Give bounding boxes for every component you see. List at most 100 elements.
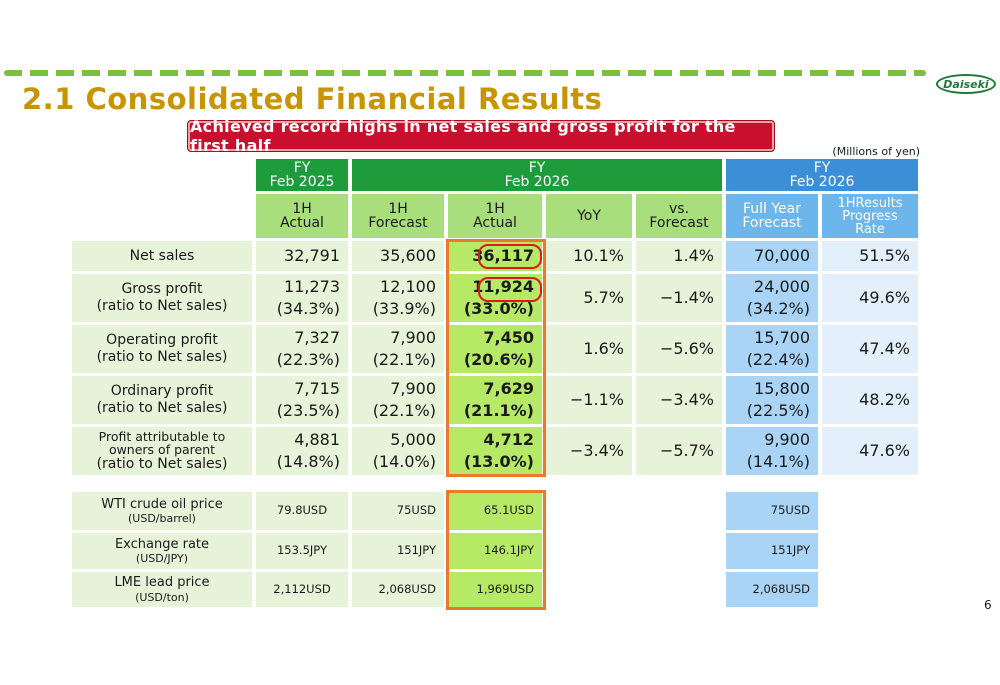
row-label-line: Operating profit xyxy=(106,332,218,349)
unit-note: (Millions of yen) xyxy=(832,145,920,158)
cell-value: 47.4% xyxy=(859,339,910,359)
cell-profit-attributable-1h-actual-2025: 4,881 (14.8%) xyxy=(256,427,348,475)
cell-gross-profit-1h-actual-2026: 11,924 (33.0%) xyxy=(448,274,542,322)
col-header-1h-forecast: 1H Forecast xyxy=(352,194,444,238)
col-header-line: 1HResults xyxy=(837,195,903,211)
cell-value: 15,700 xyxy=(754,328,810,348)
row-label-line: Ordinary profit xyxy=(110,383,214,400)
cell-ratio: (14.8%) xyxy=(276,452,340,471)
cell-value: 1,969USD xyxy=(476,581,535,596)
cell-gross-profit-1h-actual-2025: 11,273 (34.3%) xyxy=(256,274,348,322)
cell-value: 24,000 xyxy=(754,277,810,297)
cell-operating-profit-1h-actual-2025: 7,327 (22.3%) xyxy=(256,325,348,373)
cell-value: 11,924 xyxy=(472,277,534,297)
cell-value: 49.6% xyxy=(859,288,910,308)
cell-gross-profit-vs-forecast: −1.4% xyxy=(636,274,722,322)
cell-value: 1.6% xyxy=(583,339,624,359)
header-fy2026-line1: FY xyxy=(528,160,546,176)
cell-ratio: (33.0%) xyxy=(463,299,534,318)
cell-value: 7,327 xyxy=(294,328,340,348)
col-header-line: YoY xyxy=(577,208,601,224)
cell-value: 7,629 xyxy=(483,379,534,399)
col-header-line: 1H xyxy=(292,201,312,217)
cell-net-sales-1h-actual-2026: 36,117 xyxy=(448,241,542,271)
cell-value: 36,117 xyxy=(472,246,534,266)
cell-value: 79.8USD xyxy=(276,503,328,518)
header-fy2026-full-line2: Feb 2026 xyxy=(789,174,855,190)
row-label-line: (ratio to Net sales) xyxy=(96,400,228,416)
row-label-profit-attributable: Profit attributable to owners of parent … xyxy=(72,427,252,475)
cell-gross-profit-1h-forecast: 12,100 (33.9%) xyxy=(352,274,444,322)
cell-value: 151JPY xyxy=(770,543,810,558)
cell-net-sales-yoy: 10.1% xyxy=(546,241,632,271)
cell-value: 1.4% xyxy=(673,246,714,266)
cell-profit-attributable-1h-actual-2026: 4,712 (13.0%) xyxy=(448,427,542,475)
cell-ratio: (20.6%) xyxy=(463,350,534,369)
cell-net-sales-1h-forecast: 35,600 xyxy=(352,241,444,271)
cell-gross-profit-yoy: 5.7% xyxy=(546,274,632,322)
header-fy2025: FY Feb 2025 xyxy=(256,159,348,191)
col-header-vs-forecast: vs. Forecast xyxy=(636,194,722,238)
col-header-line: vs. xyxy=(668,201,690,217)
cell-ordinary-profit-vs-forecast: −3.4% xyxy=(636,376,722,424)
logo-text: Daiseki xyxy=(943,77,989,91)
cell-ordinary-profit-progress: 48.2% xyxy=(822,376,918,424)
cell-net-sales-vs-forecast: 1.4% xyxy=(636,241,722,271)
cell-value: 51.5% xyxy=(859,246,910,266)
cell-value: 75USD xyxy=(396,503,436,518)
row-label-line: Gross profit xyxy=(121,281,203,298)
col-header-full-year-forecast: Full Year Forecast xyxy=(726,194,818,238)
cell-ratio: (34.3%) xyxy=(276,299,340,318)
cell-value: 11,273 xyxy=(284,277,340,297)
highlight-banner: Achieved record highs in net sales and g… xyxy=(188,117,774,155)
col-header-line: 1H xyxy=(388,201,408,217)
col-header-line: Progress xyxy=(842,208,898,224)
col-header-progress-rate: 1HResults Progress Rate xyxy=(822,194,918,238)
cell-net-sales-full-year-forecast: 70,000 xyxy=(726,241,818,271)
cell-operating-profit-vs-forecast: −5.6% xyxy=(636,325,722,373)
row-label-line: Profit attributable to xyxy=(98,428,226,444)
decorative-dashed-line xyxy=(4,70,926,76)
cell-net-sales-progress: 51.5% xyxy=(822,241,918,271)
cell-ordinary-profit-1h-actual-2025: 7,715 (23.5%) xyxy=(256,376,348,424)
cell-ratio: (22.1%) xyxy=(372,401,436,420)
cell-value: −3.4% xyxy=(569,441,624,461)
cell-exchange-full-year-forecast: 151JPY xyxy=(726,533,818,569)
cell-exchange-1h-actual-2026: 146.1JPY xyxy=(448,533,542,569)
col-header-line: 1H xyxy=(485,201,505,217)
cell-value: 7,715 xyxy=(294,379,340,399)
header-fy2025-line2: Feb 2025 xyxy=(269,174,335,190)
cell-value: −5.7% xyxy=(659,441,714,461)
row-label-line: (ratio to Net sales) xyxy=(96,456,228,473)
col-header-1h-actual-2025: 1H Actual xyxy=(256,194,348,238)
cell-ratio: (22.1%) xyxy=(372,350,436,369)
col-header-line: Rate xyxy=(855,221,885,237)
row-label-operating-profit: Operating profit (ratio to Net sales) xyxy=(72,325,252,373)
row-label-line: Net sales xyxy=(129,247,195,264)
page-number: 6 xyxy=(984,598,992,612)
row-label-sub: (USD/ton) xyxy=(135,590,189,604)
row-label-exchange-rate: Exchange rate (USD/JPY) xyxy=(72,533,252,569)
cell-operating-profit-yoy: 1.6% xyxy=(546,325,632,373)
row-label-gross-profit: Gross profit (ratio to Net sales) xyxy=(72,274,252,322)
cell-profit-attributable-full-year-forecast: 9,900 (14.1%) xyxy=(726,427,818,475)
cell-value: −1.4% xyxy=(659,288,714,308)
col-header-line: Full Year xyxy=(742,201,802,217)
row-label-sub: (USD/barrel) xyxy=(128,512,196,526)
cell-gross-profit-full-year-forecast: 24,000 (34.2%) xyxy=(726,274,818,322)
cell-value: 7,900 xyxy=(390,328,436,348)
col-header-line: Forecast xyxy=(368,215,428,231)
cell-operating-profit-full-year-forecast: 15,700 (22.4%) xyxy=(726,325,818,373)
row-label-line: (ratio to Net sales) xyxy=(96,298,228,314)
row-label-wti: WTI crude oil price (USD/barrel) xyxy=(72,492,252,530)
cell-value: 153.5JPY xyxy=(276,543,328,558)
cell-wti-1h-actual-2026: 65.1USD xyxy=(448,492,542,530)
header-fy2026-full-line1: FY xyxy=(813,160,831,176)
cell-ratio: (23.5%) xyxy=(276,401,340,420)
cell-ratio: (21.1%) xyxy=(463,401,534,420)
cell-ratio: (14.0%) xyxy=(372,452,436,471)
cell-value: 75USD xyxy=(770,503,810,518)
cell-value: 10.1% xyxy=(573,246,624,266)
row-label-line: (ratio to Net sales) xyxy=(96,349,228,365)
cell-lme-1h-actual-2025: 2,112USD xyxy=(256,572,348,607)
